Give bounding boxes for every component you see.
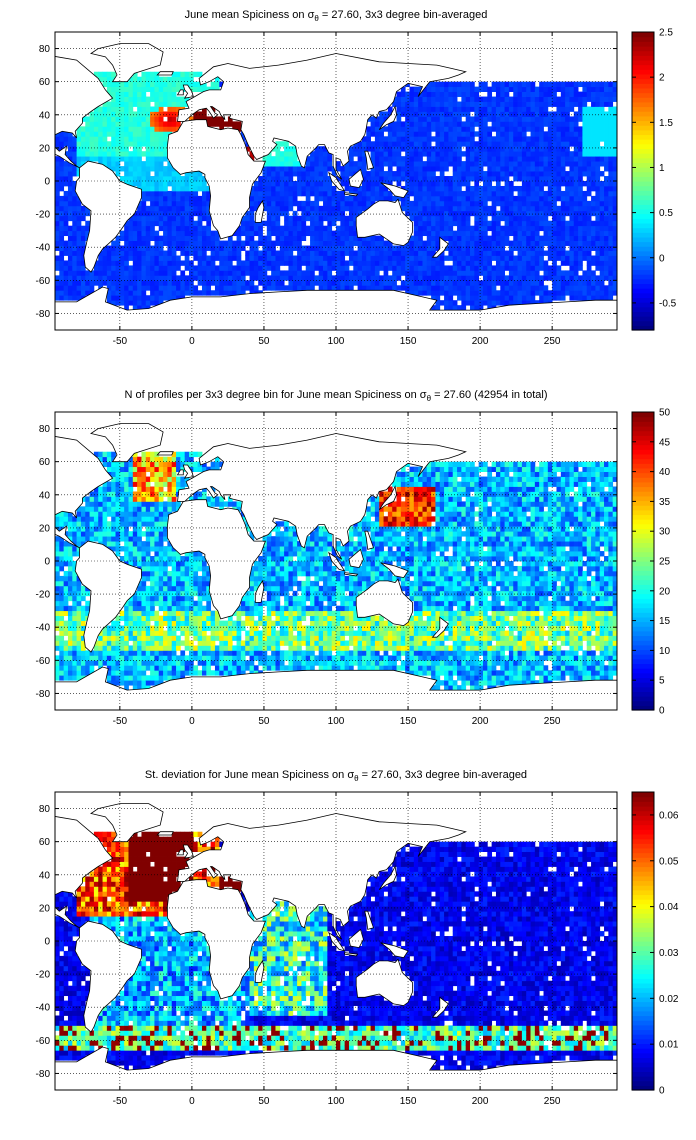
y-tick-label: 20 (39, 903, 51, 914)
y-tick-label: -40 (36, 623, 51, 634)
stdev-map-chart: St. deviation for June mean Spiciness on… (36, 769, 679, 1107)
heatmap-layer (55, 412, 617, 710)
x-tick-label: 100 (328, 716, 345, 727)
colorbar-tick-label: 2 (659, 73, 665, 84)
colorbar: 0 0.01 0.02 0.03 0.04 0.05 0.06 (631, 791, 679, 1097)
x-tick-label: 100 (328, 336, 345, 347)
grid-lines (55, 792, 617, 1090)
x-tick-label: -50 (113, 1096, 128, 1107)
colorbar-tick-label: 40 (659, 467, 671, 478)
x-tick-label: 250 (544, 1096, 561, 1107)
x-tick-label: 50 (258, 336, 270, 347)
y-tick-label: 60 (39, 457, 51, 468)
x-tick-label: 200 (472, 1096, 489, 1107)
colorbar-tick-label: 0.04 (659, 902, 679, 913)
x-tick-label: -50 (113, 336, 128, 347)
colorbar-tick-label: -0.5 (659, 298, 677, 309)
spiciness-panel: June mean Spiciness on σθ = 27.60, 3x3 d… (0, 0, 696, 380)
profile-count-panel: N of profiles per 3x3 degree bin for Jun… (0, 380, 696, 760)
y-tick-label: -60 (36, 1036, 51, 1047)
spiciness-map-chart: June mean Spiciness on σθ = 27.60, 3x3 d… (36, 9, 677, 347)
x-tick-label: 150 (400, 1096, 417, 1107)
y-tick-label: -20 (36, 970, 51, 981)
y-tick-label: -60 (36, 276, 51, 287)
y-tick-label: -40 (36, 1003, 51, 1014)
colorbar-tick-label: 0.05 (659, 856, 679, 867)
colorbar-tick-label: 0 (659, 706, 665, 717)
colorbar-tick-label: 10 (659, 646, 671, 657)
x-tick-label: 50 (258, 1096, 270, 1107)
y-tick-label: -80 (36, 1069, 51, 1080)
colorbar-tick-label: 0 (659, 253, 665, 264)
x-tick-label: 100 (328, 1096, 345, 1107)
chart-title: June mean Spiciness on σθ = 27.60, 3x3 d… (185, 9, 488, 23)
y-tick-label: 20 (39, 523, 51, 534)
y-tick-label: 0 (44, 557, 50, 568)
y-tick-label: -20 (36, 590, 51, 601)
y-tick-label: 60 (39, 77, 51, 88)
colorbar-tick-label: 0 (659, 1086, 665, 1097)
colorbar-tick-label: 1.5 (659, 118, 673, 129)
chart-title: N of profiles per 3x3 degree bin for Jun… (124, 389, 547, 403)
y-tick-label: 80 (39, 424, 51, 435)
heatmap-layer (55, 32, 617, 330)
y-tick-label: 20 (39, 143, 51, 154)
y-tick-label: -80 (36, 689, 51, 700)
x-tick-label: 0 (189, 336, 195, 347)
colorbar-tick-label: 0.06 (659, 810, 679, 821)
x-tick-label: 50 (258, 716, 270, 727)
colorbar-tick-label: 5 (659, 676, 665, 687)
chart-title: St. deviation for June mean Spiciness on… (145, 769, 527, 783)
colorbar-tick-label: 30 (659, 527, 671, 538)
colorbar-tick-label: 20 (659, 586, 671, 597)
colorbar-tick-label: 2.5 (659, 28, 673, 39)
colorbar-tick-label: 0.01 (659, 1040, 679, 1051)
x-tick-label: 250 (544, 716, 561, 727)
x-tick-label: 150 (400, 336, 417, 347)
grid-lines (55, 32, 617, 330)
colorbar-tick-label: 45 (659, 437, 671, 448)
colorbar-tick-label: 0.02 (659, 994, 679, 1005)
x-tick-label: 200 (472, 716, 489, 727)
grid-lines (55, 412, 617, 710)
y-tick-label: 80 (39, 804, 51, 815)
y-tick-label: -40 (36, 243, 51, 254)
colorbar-tick-label: 50 (659, 408, 671, 419)
x-tick-label: 150 (400, 716, 417, 727)
x-tick-label: 0 (189, 716, 195, 727)
colorbar-tick-label: 0.5 (659, 208, 673, 219)
colorbar-tick-label: 15 (659, 616, 671, 627)
colorbar-tick-label: 25 (659, 557, 671, 568)
x-tick-label: 0 (189, 1096, 195, 1107)
y-tick-label: 80 (39, 44, 51, 55)
y-tick-label: -80 (36, 309, 51, 320)
y-tick-label: 0 (44, 937, 50, 948)
colorbar: -0.5 0 0.5 1 1.5 2 2.5 (631, 28, 677, 331)
colorbar: 0 5 10 15 20 25 30 35 40 45 50 (631, 408, 671, 717)
y-tick-label: -60 (36, 656, 51, 667)
stdev-panel: St. deviation for June mean Spiciness on… (0, 760, 696, 1140)
x-tick-label: -50 (113, 716, 128, 727)
colorbar-tick-label: 1 (659, 163, 665, 174)
y-tick-label: 40 (39, 490, 51, 501)
y-tick-label: -20 (36, 210, 51, 221)
y-tick-label: 40 (39, 110, 51, 121)
heatmap-layer (55, 792, 617, 1090)
x-tick-label: 200 (472, 336, 489, 347)
y-tick-label: 60 (39, 837, 51, 848)
x-tick-label: 250 (544, 336, 561, 347)
profile-count-map-chart: N of profiles per 3x3 degree bin for Jun… (36, 389, 671, 727)
colorbar-tick-label: 35 (659, 497, 671, 508)
colorbar-tick-label: 0.03 (659, 948, 679, 959)
y-tick-label: 0 (44, 177, 50, 188)
y-tick-label: 40 (39, 870, 51, 881)
